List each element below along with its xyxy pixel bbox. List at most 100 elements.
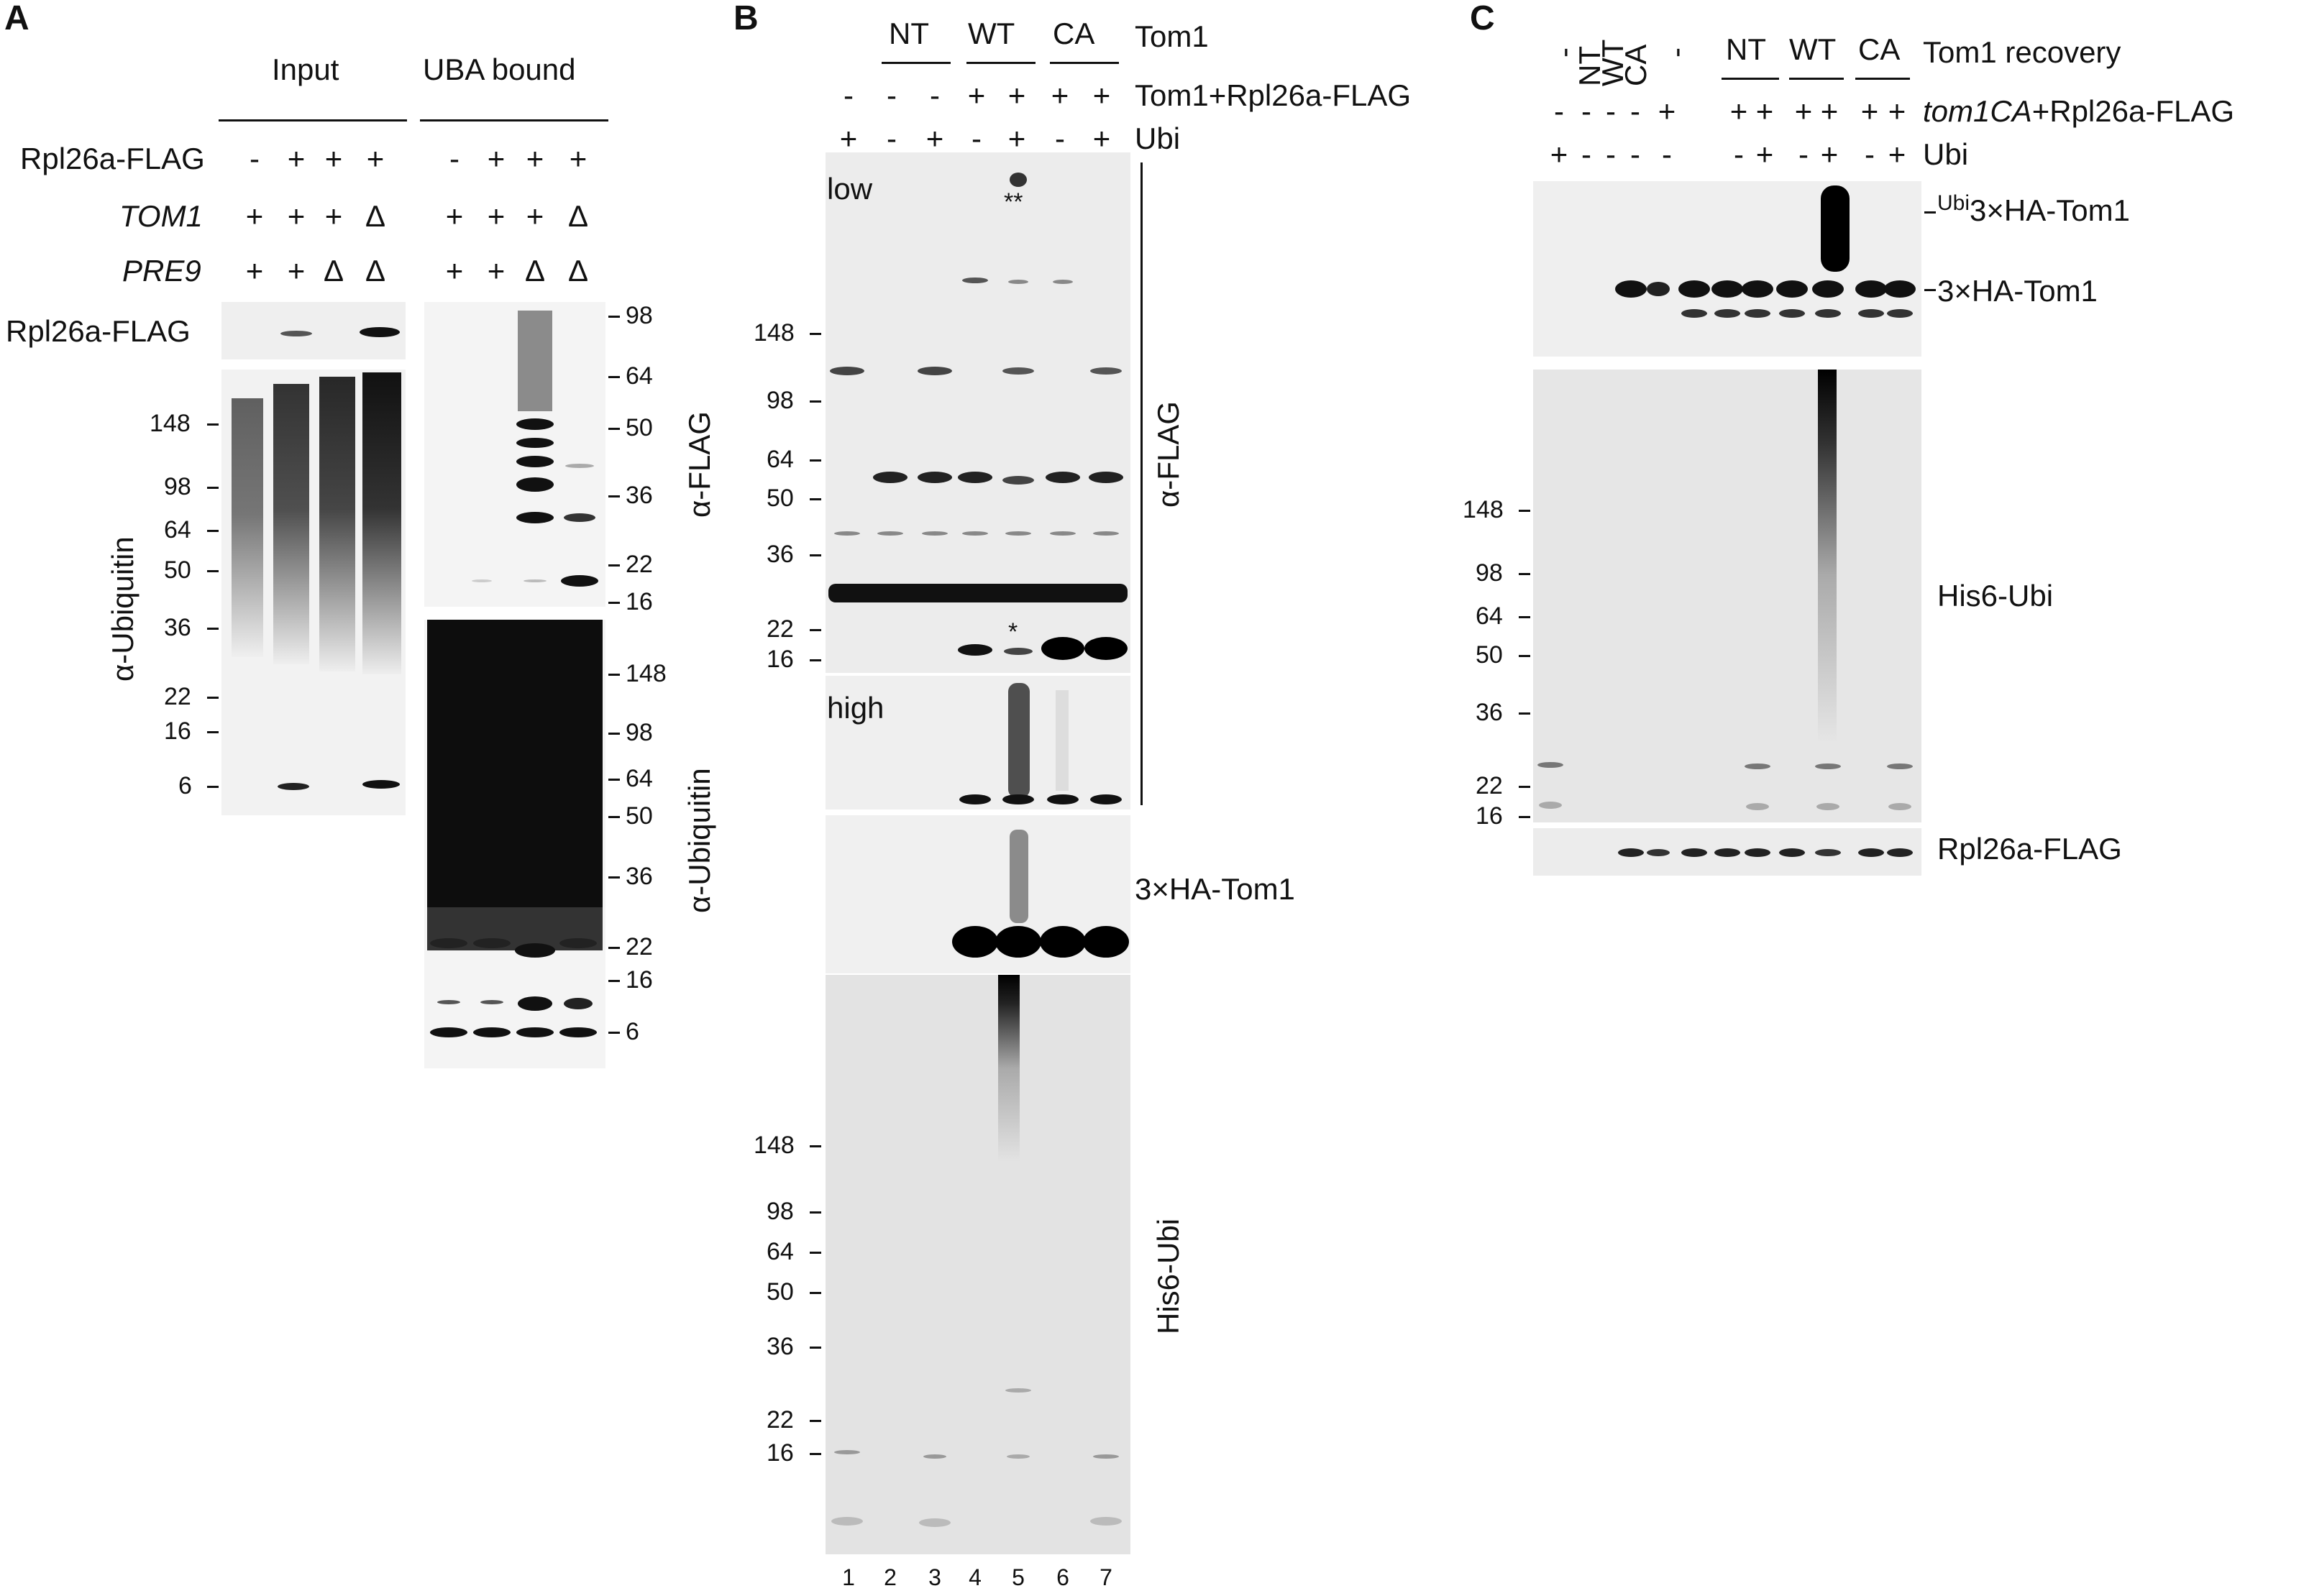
c-r0-c6: +	[1755, 94, 1774, 128]
blot-c-his6-ubi	[1533, 370, 1921, 822]
band	[952, 926, 998, 958]
smear	[1821, 185, 1850, 272]
uba-header-rule	[420, 119, 608, 121]
row-label-tom1: TOM1	[119, 199, 203, 233]
marker-a-left-98: 98	[164, 473, 191, 500]
marker-c-his-36: 36	[1476, 699, 1503, 726]
blot-label-b-his6-ubi: His6-Ubi	[1151, 1218, 1185, 1334]
smear	[427, 620, 603, 922]
a-input-r1-c3: Δ	[365, 199, 386, 233]
tick	[207, 786, 219, 788]
band	[1093, 531, 1119, 536]
a-input-r2-c2: Δ	[323, 254, 344, 288]
a-uba-r0-c3: +	[569, 142, 588, 175]
b-group-rule-ca	[1050, 62, 1119, 64]
a-input-r1-c2: +	[324, 199, 343, 233]
tick	[1519, 655, 1530, 657]
tick	[810, 498, 821, 500]
tick	[1519, 816, 1530, 818]
marker-a-ubi-64: 64	[626, 765, 653, 792]
tick	[207, 731, 219, 733]
a-uba-r2-c2: Δ	[524, 254, 546, 288]
band	[1040, 926, 1086, 958]
band	[830, 367, 864, 375]
band	[1711, 280, 1743, 298]
band	[1005, 531, 1031, 536]
c-band-ha-tom1: 3×HA-Tom1	[1937, 274, 2098, 308]
band	[1539, 802, 1562, 809]
band	[1681, 848, 1707, 857]
band	[1812, 280, 1844, 298]
blot-label-c-his6-ubi: His6-Ubi	[1937, 579, 2054, 613]
band	[877, 531, 903, 536]
c-r0-c5: +	[1729, 94, 1748, 128]
c-row-label-tom1ca-rpl26a: tom1CA+Rpl26a-FLAG	[1923, 96, 2234, 127]
a-input-r2-c1: +	[287, 254, 306, 288]
marker-b-his-148: 148	[754, 1132, 795, 1159]
b-r1-c2: +	[925, 121, 944, 155]
blot-c-rpl26a-svg	[1618, 848, 1913, 857]
c-row-label-ubi: Ubi	[1923, 137, 1969, 171]
marker-a-left-36: 36	[164, 614, 191, 641]
c-r1-c5: -	[1734, 137, 1744, 171]
band	[1008, 280, 1028, 284]
marker-b-flag-148: 148	[754, 319, 795, 347]
c-recovery-col-4: -	[1659, 47, 1693, 58]
a-uba-r1-c0: +	[445, 199, 464, 233]
band	[561, 575, 598, 587]
marker-a-ubi-36: 36	[626, 863, 653, 890]
band	[1816, 803, 1839, 810]
band	[278, 783, 309, 790]
band	[430, 1027, 467, 1037]
band	[1884, 280, 1916, 298]
blot-c-rpl26a	[1533, 828, 1921, 876]
tick	[608, 674, 620, 676]
c-r0-c1: -	[1581, 94, 1591, 128]
band	[516, 418, 554, 430]
marker-a-left-16: 16	[164, 717, 191, 745]
a-uba-r1-c1: +	[487, 199, 506, 233]
band	[516, 512, 554, 523]
tick	[1519, 786, 1530, 788]
c-group-rule-ca	[1855, 78, 1910, 80]
band	[1815, 309, 1841, 318]
band	[1002, 476, 1034, 485]
a-uba-r1-c3: Δ	[567, 199, 589, 233]
band	[1888, 803, 1911, 810]
band	[1090, 794, 1122, 804]
band	[1887, 848, 1913, 857]
tick	[810, 1347, 821, 1349]
band	[280, 331, 312, 336]
smear	[362, 372, 401, 674]
band	[834, 531, 860, 536]
band	[360, 327, 400, 337]
band	[828, 584, 1128, 602]
blot-label-b-ha-tom1: 3×HA-Tom1	[1135, 872, 1295, 906]
marker-a-ubi-6: 6	[626, 1018, 639, 1045]
c-row-label-tom1-recovery: Tom1 recovery	[1923, 35, 2121, 69]
tick	[608, 947, 620, 949]
blot-b-flag-low	[826, 152, 1130, 673]
c-group-wt: WT	[1789, 32, 1837, 66]
blot-b-his6-ubi-svg	[831, 975, 1122, 1527]
c-row-label-tom1ca-italic: tom1CA	[1923, 94, 2032, 128]
c-recovery-col-3: CA	[1619, 44, 1652, 86]
band	[565, 464, 594, 468]
smear	[1818, 370, 1837, 743]
marker-a-left-148: 148	[150, 410, 191, 437]
marker-a-ubi-16: 16	[626, 966, 653, 994]
marker-b-his-50: 50	[767, 1278, 794, 1306]
blot-b-ha-tom1-svg	[952, 830, 1129, 958]
band	[1714, 309, 1740, 318]
tick	[207, 423, 219, 426]
band	[1047, 794, 1079, 804]
tick	[608, 1032, 620, 1034]
b-group-rule-wt	[966, 62, 1036, 64]
tick	[608, 980, 620, 982]
exposure-label-low: low	[827, 172, 873, 206]
c-r0-c7: +	[1794, 94, 1813, 128]
tick	[608, 495, 620, 497]
tick	[608, 816, 620, 818]
band	[1537, 762, 1563, 768]
band	[1002, 794, 1034, 804]
